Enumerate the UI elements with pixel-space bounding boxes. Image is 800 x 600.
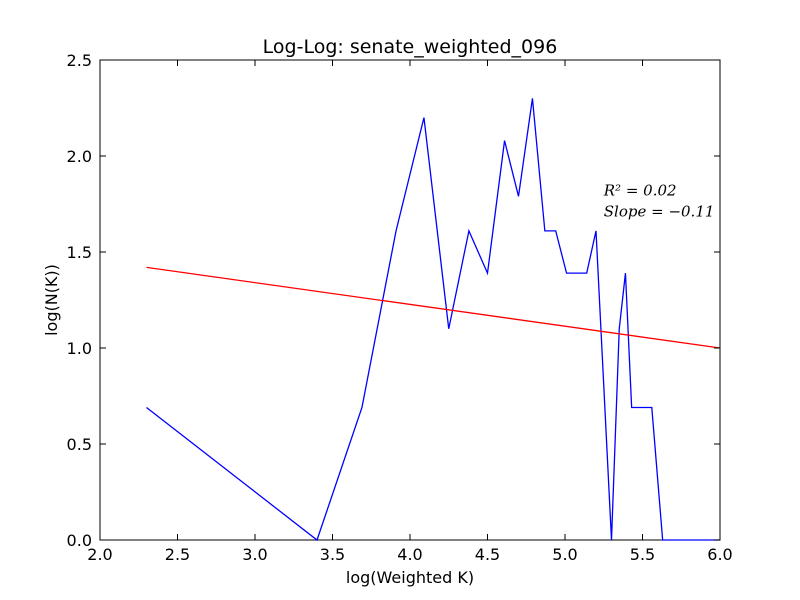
series-line-1 (146, 266, 721, 349)
series-layer (146, 98, 721, 542)
x-tick-label: 2.5 (165, 545, 190, 564)
y-tick-label: 1.5 (67, 243, 92, 262)
y-tick-label: 0.0 (67, 531, 92, 550)
x-tick-label: 3.0 (242, 545, 267, 564)
x-axis-label: log(Weighted K) (346, 568, 474, 587)
x-tick-label: 3.5 (320, 545, 345, 564)
y-axis-label: log(N(K)) (42, 264, 61, 336)
annotation-layer: R² = 0.02 Slope = −0.11 (603, 182, 715, 221)
y-tick-label: 2.5 (67, 51, 92, 70)
ticks-layer: 2.0 2.5 3.0 3.5 4.0 4.5 5.0 5.5 6.0 0.0 0.5 1.0 1.5 2… (67, 51, 733, 564)
x-tick-label: 2.0 (87, 545, 112, 564)
y-tick-label: 1.0 (67, 339, 92, 358)
annotation-1: Slope = −0.11 (604, 203, 715, 221)
chart-title: Log-Log: senate_weighted_096 (263, 36, 558, 58)
plot-area: 2.0 2.5 3.0 3.5 4.0 4.5 5.0 5.5 6.0 0.0 0.5 1.0 1.5 2… (67, 51, 733, 564)
y-tick-label: 2.0 (67, 147, 92, 166)
x-tick-label: 5.5 (630, 545, 655, 564)
x-tick-label: 4.0 (397, 545, 422, 564)
series-line-0 (146, 98, 720, 542)
plot-frame (99, 59, 721, 541)
x-tick-label: 4.5 (475, 545, 500, 564)
y-tick-label: 0.5 (67, 435, 92, 454)
x-tick-label: 6.0 (707, 545, 732, 564)
annotation-0: R² = 0.02 (603, 182, 677, 200)
x-tick-label: 5.0 (552, 545, 577, 564)
